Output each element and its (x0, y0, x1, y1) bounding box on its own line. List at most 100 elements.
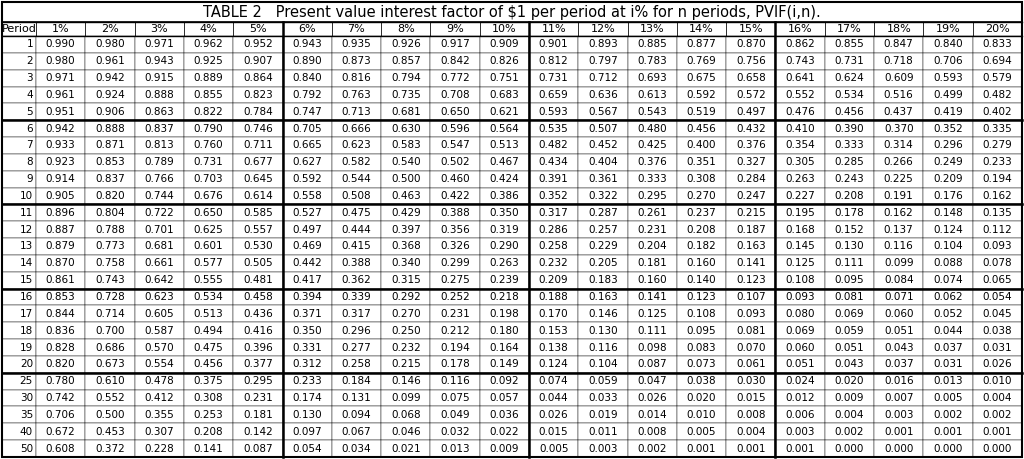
Text: 0.356: 0.356 (440, 224, 470, 235)
Bar (430, 423, 479, 440)
Bar (134, 322, 184, 339)
Bar (924, 103, 973, 120)
Text: 0.258: 0.258 (342, 359, 372, 369)
Text: 0.212: 0.212 (440, 326, 470, 336)
Text: 6: 6 (27, 123, 33, 134)
Bar (973, 204, 1022, 221)
Bar (85, 188, 134, 204)
Bar (775, 188, 824, 204)
Text: 0.388: 0.388 (440, 208, 470, 218)
Text: 0.543: 0.543 (637, 107, 667, 117)
Text: 3: 3 (27, 73, 33, 83)
Bar (233, 137, 283, 154)
Bar (381, 322, 430, 339)
Text: 0.070: 0.070 (736, 342, 766, 353)
Bar (283, 322, 332, 339)
Text: 0.582: 0.582 (342, 157, 372, 167)
Text: 0.135: 0.135 (982, 208, 1013, 218)
Bar (430, 204, 479, 221)
Bar (85, 36, 134, 53)
Bar (283, 238, 332, 255)
Text: 0.980: 0.980 (95, 39, 125, 50)
Text: 0.544: 0.544 (342, 174, 372, 184)
Text: 0.184: 0.184 (342, 376, 372, 386)
Text: 0.005: 0.005 (539, 443, 568, 453)
Text: 0.001: 0.001 (785, 443, 815, 453)
Text: 0.187: 0.187 (736, 224, 766, 235)
Bar (36, 36, 85, 53)
Text: 0.519: 0.519 (687, 107, 717, 117)
Bar (36, 53, 85, 70)
Text: 0.497: 0.497 (292, 224, 322, 235)
Text: 0.002: 0.002 (933, 410, 963, 420)
Text: 19: 19 (19, 342, 33, 353)
Bar (283, 22, 332, 36)
Text: 0.057: 0.057 (489, 393, 519, 403)
Text: 0.694: 0.694 (982, 56, 1013, 66)
Bar (973, 86, 1022, 103)
Bar (381, 407, 430, 423)
Bar (775, 305, 824, 322)
Text: 0.005: 0.005 (933, 393, 963, 403)
Bar (726, 120, 775, 137)
Bar (775, 70, 824, 86)
Bar (283, 221, 332, 238)
Bar (726, 373, 775, 390)
Bar (677, 390, 726, 407)
Bar (134, 137, 184, 154)
Bar (2, 407, 36, 423)
Text: 0.943: 0.943 (292, 39, 322, 50)
Bar (85, 339, 134, 356)
Text: 0.475: 0.475 (342, 208, 372, 218)
Bar (824, 423, 874, 440)
Bar (479, 255, 529, 272)
Bar (628, 339, 677, 356)
Bar (775, 53, 824, 70)
Bar (283, 103, 332, 120)
Text: 0.107: 0.107 (736, 292, 766, 302)
Bar (726, 407, 775, 423)
Bar (924, 171, 973, 188)
Bar (628, 103, 677, 120)
Bar (36, 339, 85, 356)
Bar (381, 53, 430, 70)
Text: 0.125: 0.125 (637, 309, 667, 319)
Bar (381, 137, 430, 154)
Text: 0.292: 0.292 (391, 292, 421, 302)
Bar (579, 53, 628, 70)
Text: 0.377: 0.377 (243, 359, 272, 369)
Bar (233, 390, 283, 407)
Text: 0.557: 0.557 (243, 224, 272, 235)
Text: 0.893: 0.893 (588, 39, 617, 50)
Bar (184, 255, 233, 272)
Text: 0.081: 0.081 (835, 292, 864, 302)
Text: 0.404: 0.404 (588, 157, 617, 167)
Bar (2, 188, 36, 204)
Text: 0.896: 0.896 (46, 208, 76, 218)
Bar (134, 423, 184, 440)
Text: 0.905: 0.905 (46, 191, 76, 201)
Bar (430, 440, 479, 457)
Bar (924, 423, 973, 440)
Bar (381, 390, 430, 407)
Bar (628, 305, 677, 322)
Text: 0.060: 0.060 (785, 342, 815, 353)
Bar (430, 305, 479, 322)
Text: 0.700: 0.700 (95, 326, 125, 336)
Text: 0.204: 0.204 (637, 241, 667, 252)
Bar (479, 373, 529, 390)
Text: 0.001: 0.001 (884, 427, 913, 437)
Bar (479, 188, 529, 204)
Text: 0.361: 0.361 (588, 174, 617, 184)
Text: 0.836: 0.836 (46, 326, 76, 336)
Bar (2, 70, 36, 86)
Text: 0.925: 0.925 (194, 56, 223, 66)
Text: 0.033: 0.033 (588, 393, 617, 403)
Bar (874, 289, 924, 305)
Text: 0.497: 0.497 (736, 107, 766, 117)
Text: 3%: 3% (151, 24, 168, 34)
Bar (85, 373, 134, 390)
Bar (677, 289, 726, 305)
Text: 0.123: 0.123 (687, 292, 717, 302)
Bar (430, 356, 479, 373)
